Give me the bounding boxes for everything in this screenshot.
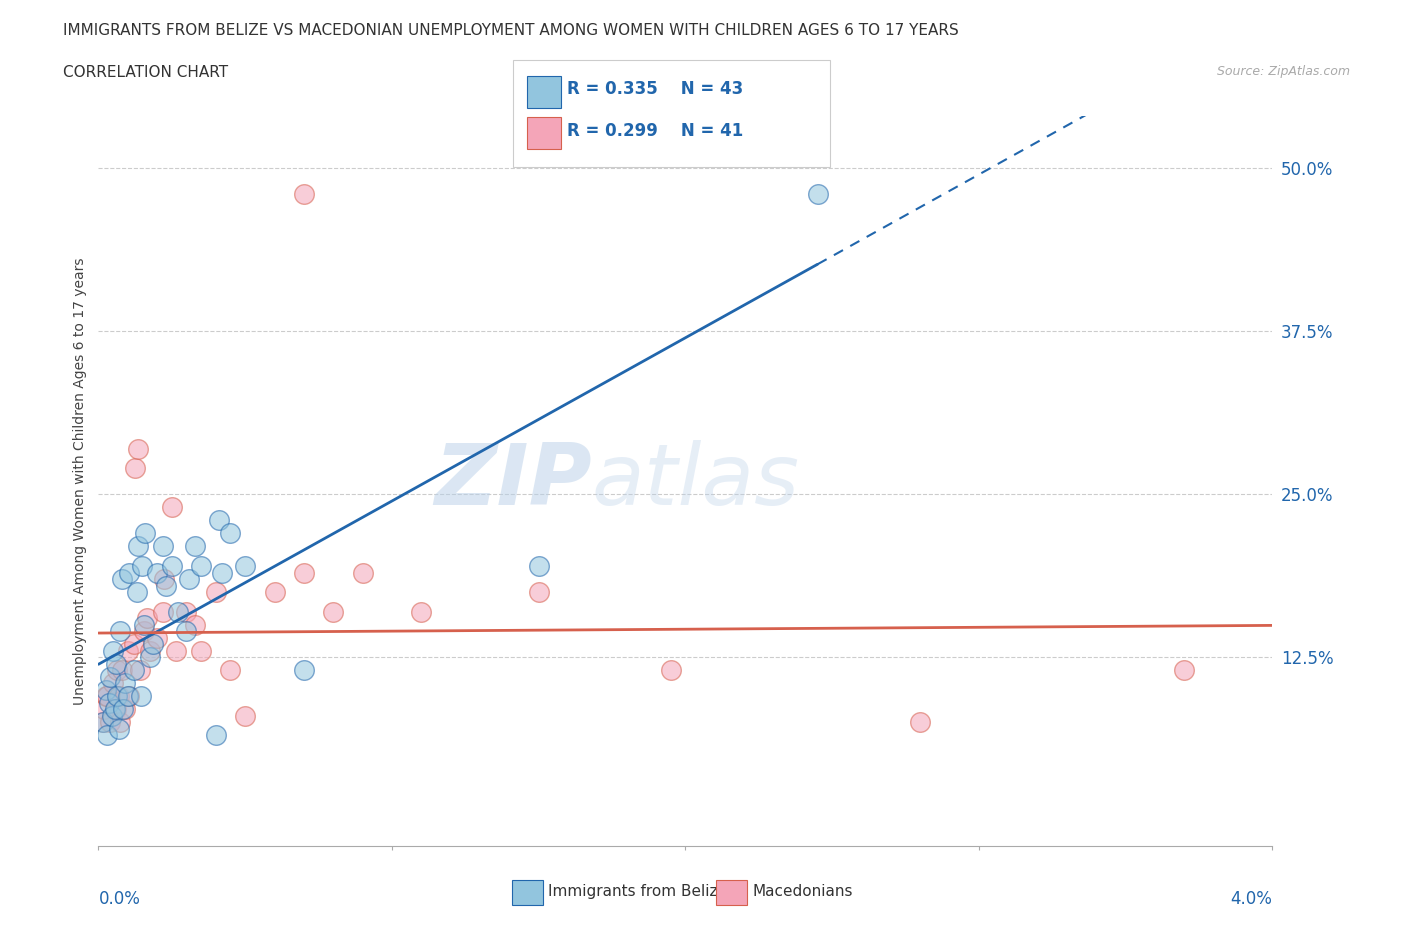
Point: [146, 565, 169, 580]
Point: [91, 715, 114, 730]
Point: [101, 644, 124, 658]
Point: [1173, 663, 1195, 678]
Point: [91, 715, 114, 730]
Point: [124, 460, 146, 475]
Point: [527, 585, 550, 600]
Point: [910, 715, 932, 730]
Point: [205, 728, 228, 743]
Point: [129, 689, 152, 704]
Text: IMMIGRANTS FROM BELIZE VS MACEDONIAN UNEMPLOYMENT AMONG WOMEN WITH CHILDREN AGES: IMMIGRANTS FROM BELIZE VS MACEDONIAN UNE…: [63, 23, 959, 38]
Point: [111, 663, 134, 678]
Point: [152, 539, 174, 554]
Point: [208, 513, 231, 528]
Point: [118, 565, 141, 580]
Point: [322, 604, 344, 619]
Point: [176, 624, 198, 639]
Point: [806, 187, 828, 202]
Point: [292, 565, 315, 580]
Point: [108, 689, 131, 704]
Point: [142, 637, 165, 652]
Point: [110, 624, 132, 639]
Point: [292, 663, 315, 678]
Point: [111, 572, 134, 587]
Point: [118, 689, 141, 704]
Point: [94, 689, 117, 704]
Point: [105, 657, 128, 671]
Point: [98, 670, 121, 684]
Point: [100, 709, 122, 724]
Point: [132, 618, 155, 632]
Point: [134, 526, 156, 541]
Point: [211, 565, 233, 580]
Point: [155, 578, 177, 593]
Point: [127, 539, 149, 554]
Point: [190, 559, 212, 574]
Point: [96, 728, 118, 743]
Point: [184, 539, 207, 554]
Point: [101, 676, 124, 691]
Text: 4.0%: 4.0%: [1230, 890, 1272, 908]
Point: [219, 526, 242, 541]
Point: [165, 644, 187, 658]
Point: [139, 644, 162, 658]
Point: [263, 585, 285, 600]
Point: [219, 663, 242, 678]
Text: CORRELATION CHART: CORRELATION CHART: [63, 65, 228, 80]
Point: [114, 676, 136, 691]
Text: R = 0.335    N = 43: R = 0.335 N = 43: [567, 80, 742, 99]
Point: [127, 441, 149, 456]
Point: [98, 715, 121, 730]
Point: [107, 663, 129, 678]
Text: Macedonians: Macedonians: [752, 884, 852, 899]
Text: 0.0%: 0.0%: [98, 890, 141, 908]
Point: [122, 637, 145, 652]
Point: [125, 585, 148, 600]
Point: [205, 585, 228, 600]
Point: [527, 559, 550, 574]
Text: ZIP: ZIP: [434, 440, 592, 523]
Text: R = 0.299    N = 41: R = 0.299 N = 41: [567, 122, 742, 140]
Point: [122, 663, 145, 678]
Point: [292, 187, 315, 202]
Point: [135, 611, 157, 626]
Point: [108, 722, 131, 737]
Point: [659, 663, 682, 678]
Point: [166, 604, 188, 619]
Point: [105, 702, 128, 717]
Point: [110, 715, 132, 730]
Point: [233, 559, 256, 574]
Point: [176, 604, 198, 619]
Point: [132, 624, 155, 639]
Point: [233, 709, 256, 724]
Point: [160, 559, 183, 574]
Point: [152, 604, 174, 619]
Point: [117, 644, 139, 658]
Point: [128, 663, 150, 678]
Text: Source: ZipAtlas.com: Source: ZipAtlas.com: [1216, 65, 1350, 78]
Point: [184, 618, 207, 632]
Point: [146, 631, 169, 645]
Point: [179, 572, 201, 587]
Point: [153, 572, 176, 587]
Point: [107, 689, 129, 704]
Text: atlas: atlas: [592, 440, 800, 523]
Point: [160, 500, 183, 515]
Point: [103, 702, 125, 717]
Point: [190, 644, 212, 658]
Point: [117, 689, 139, 704]
Point: [114, 702, 136, 717]
Point: [112, 702, 135, 717]
Point: [97, 696, 120, 711]
Y-axis label: Unemployment Among Women with Children Ages 6 to 17 years: Unemployment Among Women with Children A…: [73, 258, 87, 705]
Point: [131, 559, 153, 574]
Text: Immigrants from Belize: Immigrants from Belize: [548, 884, 727, 899]
Point: [94, 683, 117, 698]
Point: [139, 650, 162, 665]
Point: [96, 689, 118, 704]
Point: [411, 604, 433, 619]
Point: [93, 702, 115, 717]
Point: [352, 565, 374, 580]
